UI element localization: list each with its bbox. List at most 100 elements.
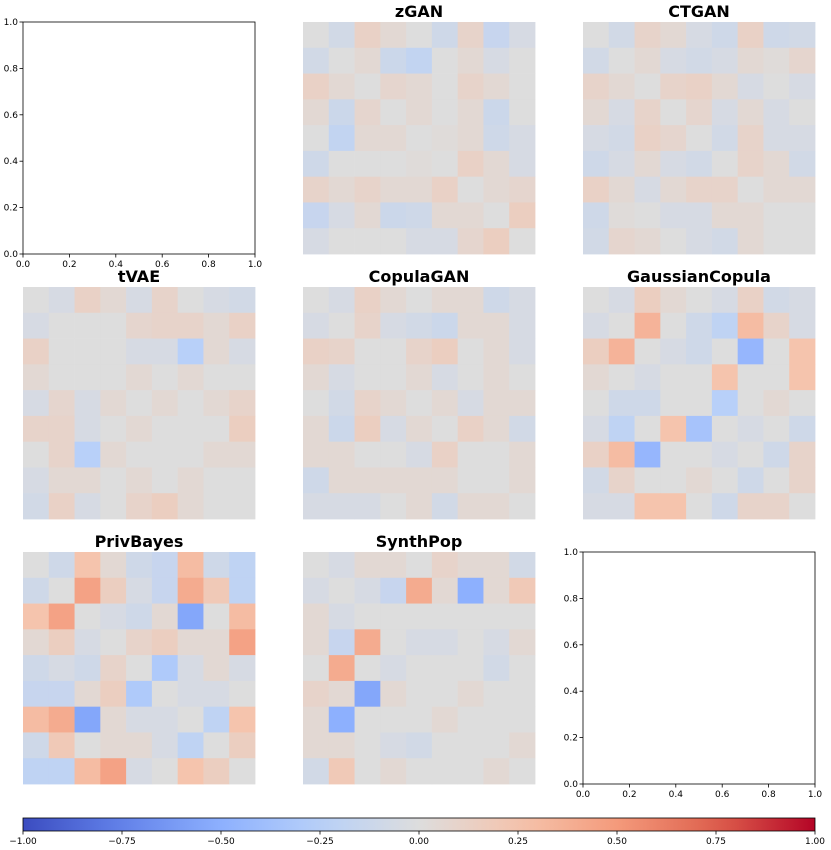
heatmap-cell-r4-c6 xyxy=(457,655,484,682)
heatmap-cell-r4-c1 xyxy=(328,390,355,417)
heatmap-cell-r1-c5 xyxy=(151,312,179,339)
heatmap-cell-r6-c8 xyxy=(789,441,816,468)
heatmap-cell-r8-c1 xyxy=(328,493,355,520)
heatmap-cell-r4-c3 xyxy=(660,390,687,417)
heatmap-cell-r5-c0 xyxy=(583,415,610,443)
heatmap-cell-r0-c8 xyxy=(509,22,536,49)
heatmap-cell-r6-c6 xyxy=(177,441,204,468)
heatmap-cell-r1-c6 xyxy=(177,312,204,339)
colorbar-tick-label: 0.50 xyxy=(607,837,627,847)
heatmap-cell-r0-c2 xyxy=(354,287,381,314)
heatmap-cell-r0-c8 xyxy=(509,287,536,314)
heatmap-cell-r4-c0 xyxy=(23,390,50,417)
heatmap-cell-r6-c6 xyxy=(737,441,764,468)
heatmap-cell-r5-c2 xyxy=(634,150,661,178)
heatmap-cell-r2-c3 xyxy=(660,338,687,365)
heatmap-cell-r8-c4 xyxy=(406,493,433,520)
heatmap-cell-r1-c4 xyxy=(406,47,433,74)
y-tick-label: 1.0 xyxy=(4,18,19,28)
heatmap-cell-r3-c8 xyxy=(509,99,536,126)
heatmap-cell-r1-c0 xyxy=(583,47,610,74)
heatmap-cell-r2-c0 xyxy=(583,338,610,365)
heatmap-cell-r0-c4 xyxy=(686,22,713,49)
heatmap-cell-r0-c7 xyxy=(763,287,790,314)
panel-ctgan: CTGAN xyxy=(583,2,816,255)
heatmap-cell-r6-c5 xyxy=(431,441,459,468)
heatmap-cell-r2-c4 xyxy=(406,603,433,630)
heatmap-cell-r1-c2 xyxy=(354,577,381,604)
heatmap-cell-r1-c4 xyxy=(686,312,713,339)
heatmap-cell-r6-c3 xyxy=(100,441,127,468)
heatmap-cell-r5-c2 xyxy=(74,680,101,708)
heatmap-cell-r6-c0 xyxy=(303,441,330,468)
heatmap-cell-r7-c2 xyxy=(74,467,101,494)
heatmap-cell-r4-c2 xyxy=(354,655,381,682)
heatmap-cell-r0-c3 xyxy=(380,552,407,579)
heatmap-cell-r7-c5 xyxy=(431,202,459,229)
heatmap-cell-r4-c4 xyxy=(406,125,433,152)
heatmap-cell-r3-c0 xyxy=(583,99,610,126)
heatmap-cell-r6-c2 xyxy=(74,441,101,468)
heatmap-cell-r6-c6 xyxy=(737,176,764,203)
heatmap-cell-r8-c1 xyxy=(48,758,75,785)
heatmap-cell-r0-c3 xyxy=(100,287,127,314)
heatmap-cell-r7-c2 xyxy=(354,202,381,229)
heatmap-cell-r2-c1 xyxy=(608,73,635,100)
heatmap-cell-r5-c5 xyxy=(151,415,179,443)
heatmap-cell-r1-c3 xyxy=(380,577,407,604)
heatmap-cell-r3-c7 xyxy=(203,364,230,391)
heatmap-cell-r6-c4 xyxy=(406,441,433,468)
heatmap-cell-r7-c5 xyxy=(711,202,739,229)
heatmap-cell-r2-c2 xyxy=(634,73,661,100)
heatmap-cell-r4-c4 xyxy=(686,125,713,152)
heatmap-cell-r4-c0 xyxy=(23,655,50,682)
y-tick-label: 0.8 xyxy=(564,594,579,604)
heatmap-cell-r2-c8 xyxy=(229,338,256,365)
heatmap-cell-r8-c7 xyxy=(763,228,790,255)
heatmap-cell-r2-c8 xyxy=(509,73,536,100)
heatmap-cell-r0-c4 xyxy=(406,22,433,49)
heatmap-cell-r3-c2 xyxy=(74,364,101,391)
heatmap-cell-r3-c2 xyxy=(634,364,661,391)
heatmap-cell-r8-c7 xyxy=(203,758,230,785)
heatmap-cell-r8-c6 xyxy=(457,228,484,255)
heatmap-cell-r7-c1 xyxy=(328,202,355,229)
heatmap-cell-r7-c5 xyxy=(151,467,179,494)
heatmap-cell-r5-c3 xyxy=(380,680,407,708)
heatmap-cell-r1-c7 xyxy=(203,577,230,604)
heatmap-cell-r4-c1 xyxy=(328,655,355,682)
heatmap-cell-r4-c8 xyxy=(229,390,256,417)
heatmap-cell-r7-c8 xyxy=(789,202,816,229)
heatmap-cell-r4-c6 xyxy=(457,390,484,417)
heatmap-cell-r6-c3 xyxy=(100,706,127,733)
heatmap-cell-r6-c4 xyxy=(406,176,433,203)
heatmap-cell-r2-c7 xyxy=(483,603,510,630)
heatmap-cell-r0-c0 xyxy=(303,287,330,314)
heatmap-cell-r4-c1 xyxy=(608,125,635,152)
heatmap-cell-r8-c0 xyxy=(583,493,610,520)
heatmap-cell-r3-c7 xyxy=(763,364,790,391)
heatmap-cell-r2-c3 xyxy=(660,73,687,100)
heatmap-cell-r5-c6 xyxy=(737,150,764,178)
heatmap-cell-r2-c7 xyxy=(203,603,230,630)
heatmap-cell-r3-c3 xyxy=(100,364,127,391)
heatmap-cell-r8-c6 xyxy=(737,228,764,255)
heatmap-cell-r2-c1 xyxy=(608,338,635,365)
heatmap-cell-r6-c1 xyxy=(48,706,75,733)
heatmap-cell-r2-c7 xyxy=(483,73,510,100)
heatmap-cell-r5-c3 xyxy=(100,415,127,443)
heatmap-cell-r4-c2 xyxy=(74,390,101,417)
heatmap-cell-r3-c7 xyxy=(763,99,790,126)
heatmap-cell-r4-c7 xyxy=(763,390,790,417)
heatmap-cell-r3-c0 xyxy=(23,364,50,391)
heatmap-cell-r1-c4 xyxy=(686,47,713,74)
heatmap-cell-r2-c4 xyxy=(406,338,433,365)
heatmap-cell-r8-c8 xyxy=(789,493,816,520)
heatmap-cell-r8-c4 xyxy=(406,228,433,255)
x-tick-label: 0.0 xyxy=(16,260,31,270)
heatmap-cell-r1-c4 xyxy=(126,577,153,604)
heatmap-cell-r3-c4 xyxy=(686,364,713,391)
heatmap-cell-r1-c3 xyxy=(660,47,687,74)
heatmap-cell-r3-c1 xyxy=(328,629,355,656)
heatmap-cell-r8-c3 xyxy=(660,493,687,520)
